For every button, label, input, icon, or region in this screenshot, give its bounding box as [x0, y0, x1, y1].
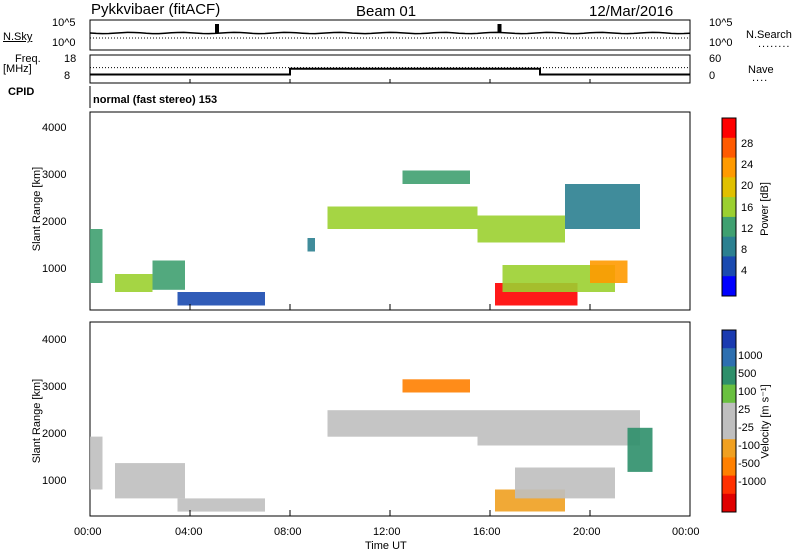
power-colorbar-swatch [722, 197, 736, 218]
velocity-colorbar-swatch [722, 366, 736, 386]
xtick-5: 20:00 [573, 526, 601, 538]
xtick-6: 00:00 [672, 526, 700, 538]
velocity-colorbar-swatch [722, 348, 736, 367]
xtick-4: 16:00 [473, 526, 501, 538]
power-cbtick-12: 12 [741, 223, 754, 235]
power-colorbar-swatch [722, 157, 736, 178]
freq-label-line1: Freq. [15, 53, 41, 65]
freq-trace [90, 67, 690, 76]
power-cbtick-16: 16 [741, 202, 754, 214]
velocity-colorbar-swatch [722, 330, 736, 349]
power-echo-region [477, 215, 565, 243]
freq-tick-top: 18 [64, 53, 77, 65]
power-echo-region [307, 238, 315, 252]
xtick-0: 00:00 [74, 526, 102, 538]
xtick-2: 08:00 [274, 526, 302, 538]
velocity-colorbar-swatch [722, 493, 736, 513]
vel-cbtick-25: 25 [738, 404, 751, 416]
velocity-colorbar-swatch [722, 439, 736, 458]
nsearch-label: N.Search [746, 29, 792, 41]
power-colorbar-swatch [722, 276, 736, 297]
vel-ytick-3000: 3000 [42, 381, 67, 393]
power-echo-region [177, 292, 265, 306]
velocity-colorbar-swatch [722, 384, 736, 404]
power-ytick-4000: 4000 [42, 122, 67, 134]
vel-cbtick-neg25: -25 [738, 422, 754, 434]
velocity-colorbar-swatch [722, 475, 736, 495]
freq-label-line2: [MHz] [3, 63, 32, 75]
power-echo-region [90, 229, 103, 283]
nave-tick-bottom: 0 [709, 70, 716, 82]
velocity-echo-region [402, 379, 470, 393]
x-axis-label: Time UT [365, 540, 407, 552]
velocity-colorbar-frame [721, 329, 737, 513]
velocity-echo-region [515, 467, 615, 499]
velocity-echo-region [90, 436, 103, 490]
velocity-echo-region [115, 463, 185, 499]
power-cbtick-8: 8 [741, 244, 748, 256]
power-cbtick-24: 24 [741, 159, 754, 171]
power-colorbar-swatch [722, 177, 736, 198]
nsearch-dotted-key: ........ [758, 38, 791, 50]
freq-tick-bottom: 8 [64, 70, 71, 82]
power-ytick-2000: 2000 [42, 216, 67, 228]
power-colorbar-swatch [722, 137, 736, 159]
velocity-echo-region [327, 410, 478, 437]
power-cbtick-4: 4 [741, 265, 748, 277]
power-echo-region [565, 184, 640, 229]
vel-ytick-4000: 4000 [42, 334, 67, 346]
velocity-echo-region [627, 427, 653, 472]
xtick-1: 04:00 [175, 526, 203, 538]
nave-dotted-key: .... [752, 72, 769, 84]
power-colorbar-frame [721, 117, 737, 297]
nsky-tick-top: 10^5 [52, 17, 76, 29]
nsearch-tick-top: 10^5 [709, 17, 733, 29]
beam-title: Beam 01 [356, 3, 417, 20]
velocity-echo-region [477, 410, 640, 446]
power-colorbar-swatch [722, 236, 736, 257]
nsearch-tick-bottom: 10^0 [709, 37, 733, 49]
vel-cbtick-neg100: -100 [738, 440, 761, 452]
power-echo-region [115, 274, 153, 292]
cpid-text: normal (fast stereo) 153 [93, 94, 218, 106]
nsky-panel-frame [89, 19, 691, 51]
velocity-colorbar-swatch [722, 421, 736, 440]
vel-cbtick-100: 100 [738, 386, 757, 398]
power-echo-region [327, 206, 478, 229]
date-title: 12/Mar/2016 [589, 3, 674, 20]
nsky-spike [497, 24, 502, 33]
vel-ytick-2000: 2000 [42, 428, 67, 440]
nave-label: Nave [748, 64, 774, 76]
power-ytick-1000: 1000 [42, 263, 67, 275]
vel-ytick-1000: 1000 [42, 475, 67, 487]
cpid-label: CPID [8, 86, 35, 98]
power-echo-region [590, 260, 628, 283]
nave-tick-top: 60 [709, 53, 722, 65]
xtick-3: 12:00 [373, 526, 401, 538]
power-colorbar-swatch [722, 256, 736, 277]
vel-cbtick-1000: 1000 [738, 350, 763, 362]
velocity-colorbar-swatch [722, 457, 736, 477]
power-ytick-3000: 3000 [42, 169, 67, 181]
power-echo-region [402, 170, 470, 184]
station-title: Pykkvibaer (fitACF) [91, 1, 221, 18]
nsky-trace [89, 31, 691, 35]
nsky-label: N.Sky [3, 31, 33, 43]
power-echo-region [152, 260, 185, 290]
power-cbtick-20: 20 [741, 180, 754, 192]
nsky-spike [215, 24, 219, 33]
nsky-tick-bottom: 10^0 [52, 37, 76, 49]
power-colorbar-swatch [722, 118, 736, 139]
velocity-colorbar-swatch [722, 402, 736, 422]
velocity-echo-region [177, 498, 265, 512]
power-cbtick-28: 28 [741, 138, 754, 150]
power-colorbar-swatch [722, 216, 736, 238]
vel-cbtick-neg500: -500 [738, 458, 761, 470]
vel-cbtick-500: 500 [738, 368, 757, 380]
vel-cbtick-neg1000: -1000 [738, 476, 767, 488]
